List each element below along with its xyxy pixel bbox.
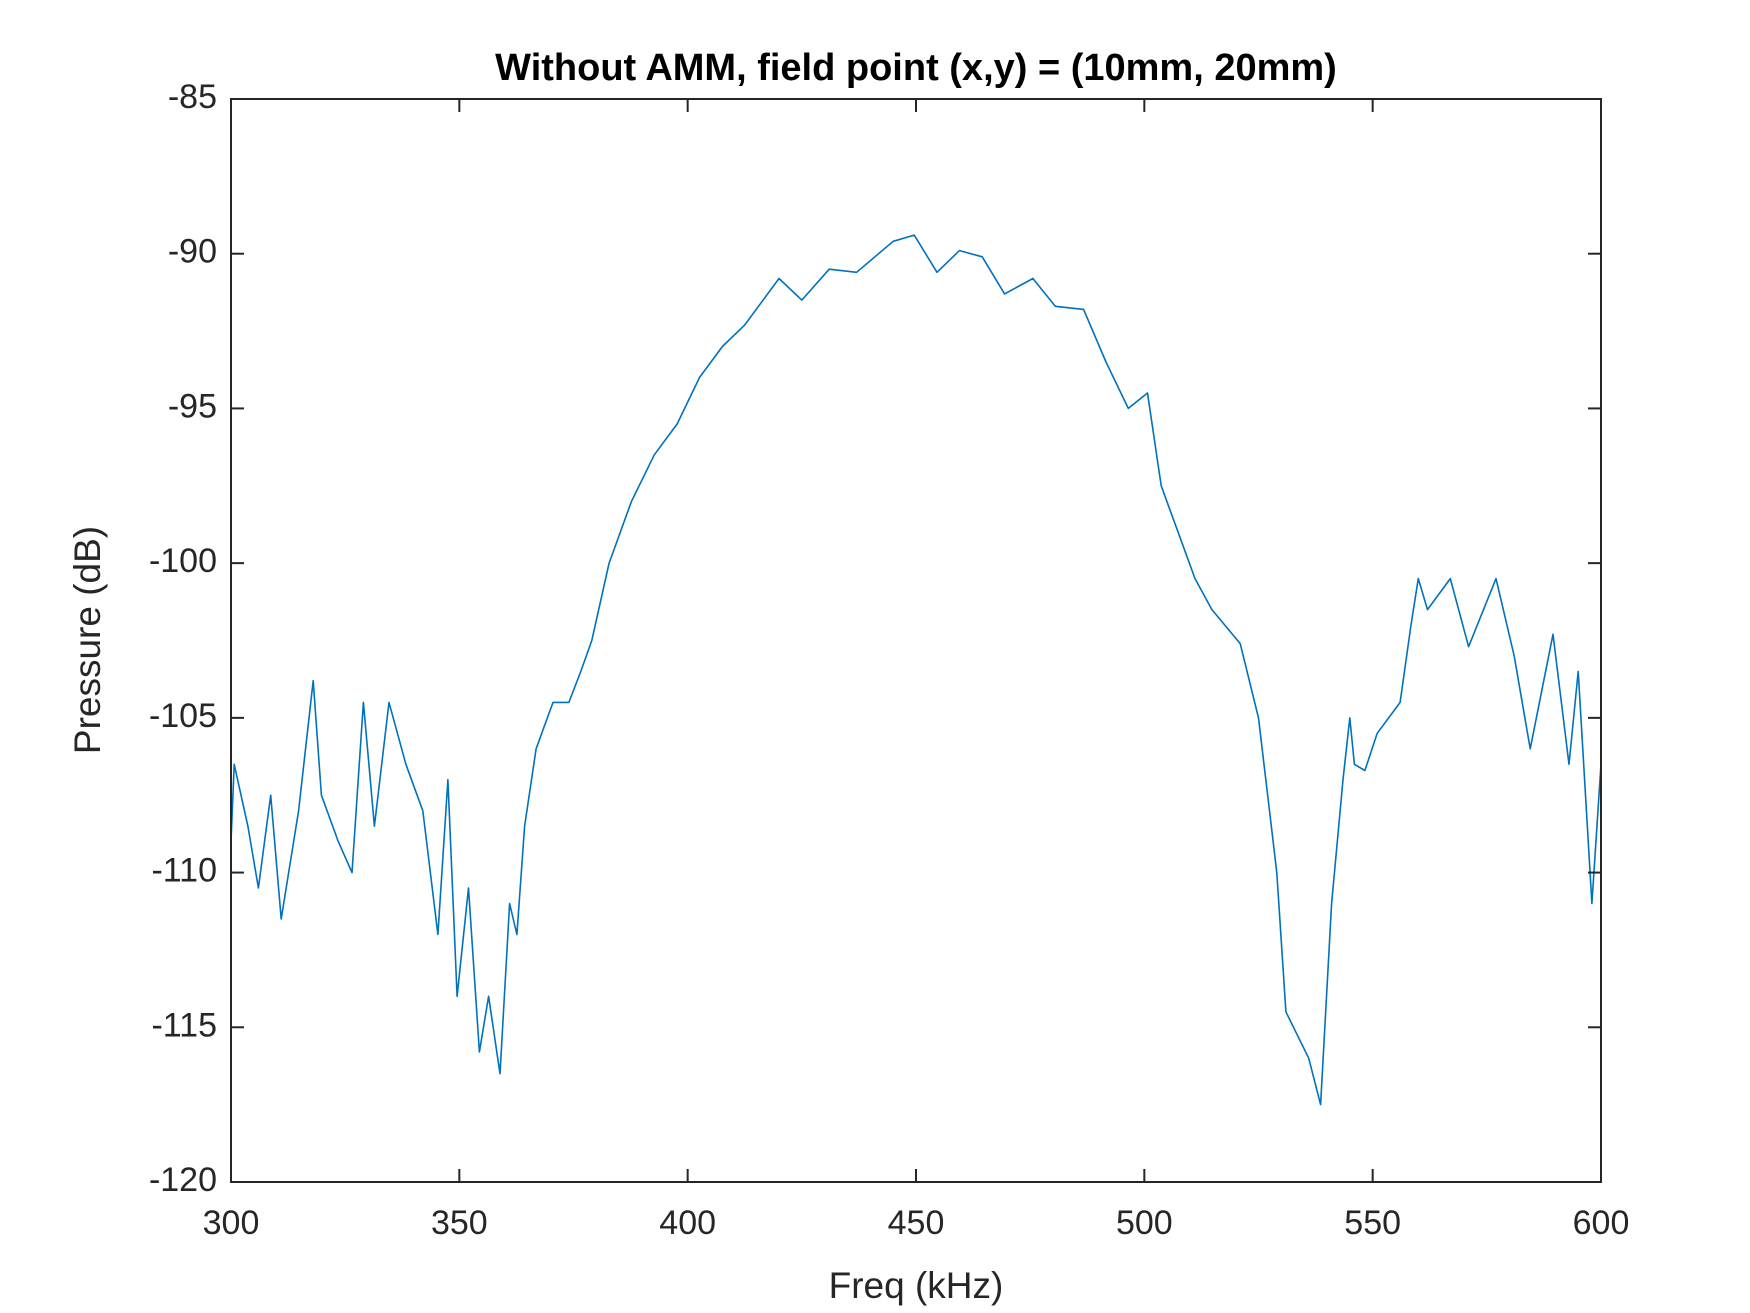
y-tick-label: -100 <box>149 542 217 580</box>
x-tick-label: 350 <box>431 1204 488 1242</box>
y-axis-label: Pressure (dB) <box>67 526 108 754</box>
y-tick-label: -85 <box>168 78 217 116</box>
y-tick-label: -95 <box>168 387 217 425</box>
y-tick-label: -90 <box>168 233 217 271</box>
data-line <box>230 234 1602 1106</box>
x-tick-label: 400 <box>659 1204 716 1242</box>
plot-frame <box>230 98 1602 1183</box>
x-tick-label: 450 <box>888 1204 945 1242</box>
x-tick-label: 300 <box>203 1204 260 1242</box>
y-tick-label: -115 <box>151 1006 217 1044</box>
x-tick-label: 550 <box>1344 1204 1401 1242</box>
y-tick-label: -105 <box>149 697 217 735</box>
y-tick-label: -120 <box>149 1161 217 1199</box>
x-axis-label: Freq (kHz) <box>829 1265 1004 1306</box>
x-tick-label: 500 <box>1116 1204 1173 1242</box>
x-tick-label: 600 <box>1573 1204 1630 1242</box>
chart-title: Without AMM, field point (x,y) = (10mm, … <box>495 47 1337 89</box>
y-tick-label: -110 <box>151 852 217 890</box>
